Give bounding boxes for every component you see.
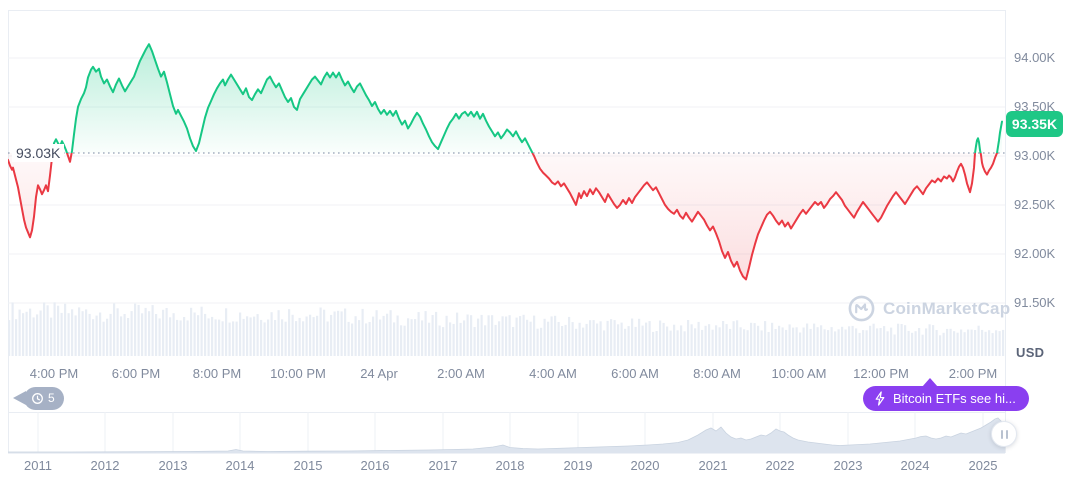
year-axis-tick-label: 2024	[900, 458, 930, 473]
grip-bar	[1000, 429, 1003, 439]
minimap-area	[8, 418, 1005, 453]
x-axis-tick-label: 24 Apr	[360, 366, 398, 381]
price-chart-svg	[8, 43, 1005, 356]
x-axis-tick-label: 8:00 AM	[693, 366, 741, 381]
y-axis-tick-label: 92.00K	[1014, 245, 1056, 261]
area-fill-up	[8, 44, 1002, 153]
coinmarketcap-watermark: CoinMarketCap	[848, 295, 1010, 322]
grip-bar	[1005, 429, 1008, 439]
x-axis-tick-label: 4:00 PM	[29, 366, 79, 381]
y-axis-tick-label: 91.50K	[1014, 294, 1056, 310]
y-axis-tick-label: 92.50K	[1014, 196, 1056, 212]
annotations-count: 5	[48, 391, 55, 405]
price-line-up	[51, 43, 1003, 153]
year-axis-tick-label: 2022	[765, 458, 795, 473]
x-axis-tick-label: 10:00 PM	[270, 366, 326, 381]
axis-separator	[1005, 10, 1006, 453]
x-axis-tick-label: 8:00 PM	[192, 366, 242, 381]
x-axis-tick-label: 6:00 PM	[111, 366, 161, 381]
y-axis-tick-label: 94.00K	[1014, 49, 1056, 65]
x-axis-tick-label: 6:00 AM	[611, 366, 659, 381]
year-axis-tick-label: 2013	[158, 458, 188, 473]
year-axis-tick-label: 2014	[225, 458, 255, 473]
x-axis-tick-label: 12:00 PM	[853, 366, 909, 381]
x-axis-tick-label: 2:00 AM	[437, 366, 485, 381]
y-axis-tick-label: 93.00K	[1014, 147, 1056, 163]
volume-bars	[8, 302, 1005, 356]
price-chart-plot[interactable]	[8, 10, 1005, 356]
year-axis-tick-label: 2017	[428, 458, 458, 473]
plot-left-border	[8, 10, 9, 453]
history-clock-icon	[31, 392, 44, 405]
minimap-edge	[8, 417, 1005, 453]
x-axis-tick-label: 10:00 AM	[771, 366, 827, 381]
minimap-bottom-border	[8, 453, 1005, 454]
year-axis-tick-label: 2016	[360, 458, 390, 473]
news-flash-badge[interactable]: Bitcoin ETFs see hi...	[863, 378, 1029, 411]
chart-annotations-count-badge[interactable]: 5	[13, 387, 64, 410]
baseline-price-label: 93.03K	[12, 144, 65, 162]
x-axis-tick-label: 2:00 PM	[948, 366, 998, 381]
coinmarketcap-logo-icon	[848, 295, 875, 322]
year-axis-tick-label: 2025	[968, 458, 998, 473]
x-axis-tick-label: 4:00 AM	[529, 366, 577, 381]
year-axis-tick-label: 2021	[698, 458, 728, 473]
badge-tail	[13, 391, 26, 405]
minimap-top-border	[8, 412, 1005, 413]
year-axis-tick-label: 2023	[833, 458, 863, 473]
minimap-svg	[8, 412, 1005, 453]
year-axis-tick-label: 2015	[293, 458, 323, 473]
current-price-badge: 93.35K	[1006, 111, 1063, 137]
y-axis-tick-label: 93.50K	[1014, 98, 1056, 114]
news-text: Bitcoin ETFs see hi...	[893, 391, 1016, 406]
plot-top-border	[8, 10, 1005, 11]
year-axis-tick-label: 2012	[90, 458, 120, 473]
currency-unit-label: USD	[1016, 345, 1045, 360]
year-axis-tick-label: 2018	[495, 458, 525, 473]
year-axis-tick-label: 2019	[563, 458, 593, 473]
badge-pointer	[922, 378, 938, 387]
lightning-icon	[874, 391, 886, 406]
price-line-down	[8, 153, 999, 281]
year-axis-tick-label: 2011	[24, 458, 52, 473]
date-range-minimap[interactable]	[8, 412, 1005, 453]
watermark-text: CoinMarketCap	[883, 298, 1011, 318]
year-axis-tick-label: 2020	[630, 458, 660, 473]
minimap-drag-handle[interactable]	[991, 421, 1017, 447]
